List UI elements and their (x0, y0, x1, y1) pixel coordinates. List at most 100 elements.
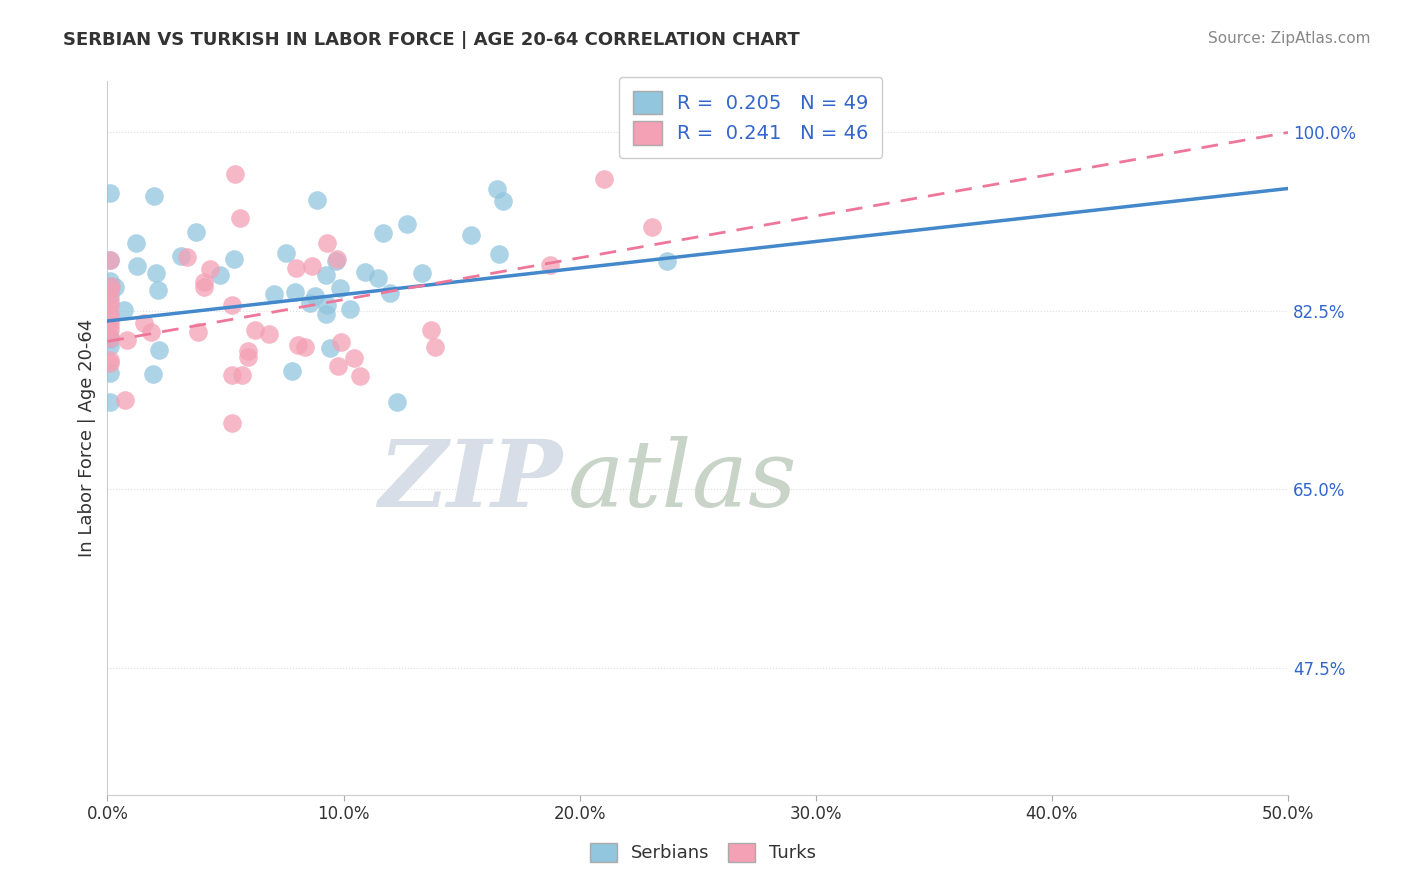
Point (98, 339, 121, 353)
Point (224, 167, 246, 181)
Point (98, 330, 121, 344)
Point (98, 283, 121, 297)
Legend: R =  0.205   N = 49, R =  0.241   N = 46: R = 0.205 N = 49, R = 0.241 N = 46 (619, 77, 883, 159)
Point (294, 340, 316, 354)
Point (284, 285, 307, 300)
Point (287, 338, 309, 352)
Text: atlas: atlas (568, 436, 797, 526)
Point (98, 353, 121, 368)
Point (117, 333, 139, 347)
Point (353, 265, 375, 279)
Text: SERBIAN VS TURKISH IN LABOR FORCE | AGE 20-64 CORRELATION CHART: SERBIAN VS TURKISH IN LABOR FORCE | AGE … (63, 31, 800, 49)
Point (221, 298, 243, 312)
Point (198, 261, 221, 276)
Point (326, 359, 349, 373)
Point (423, 340, 446, 354)
Point (339, 301, 361, 316)
Point (488, 247, 510, 261)
Point (98, 278, 121, 293)
Point (385, 395, 408, 409)
Point (325, 253, 347, 268)
Point (655, 254, 678, 268)
Point (257, 326, 280, 341)
Point (169, 249, 191, 263)
Legend: Serbians, Turks: Serbians, Turks (582, 836, 824, 870)
Point (148, 343, 170, 357)
Point (209, 268, 232, 282)
Point (142, 368, 165, 382)
Point (280, 363, 302, 377)
Point (329, 281, 352, 295)
Point (98, 356, 121, 370)
Point (301, 259, 323, 273)
Point (146, 284, 169, 298)
Point (124, 235, 146, 250)
Point (245, 323, 267, 337)
Point (329, 335, 352, 350)
Text: ZIP: ZIP (378, 436, 562, 526)
Y-axis label: In Labor Force | Age 20-64: In Labor Force | Age 20-64 (79, 319, 96, 558)
Point (100, 278, 122, 293)
Point (315, 307, 337, 321)
Point (343, 351, 366, 365)
Point (263, 287, 285, 301)
Point (98, 332, 121, 346)
Point (274, 245, 297, 260)
Point (326, 252, 349, 267)
Point (98, 298, 121, 312)
Point (98, 330, 121, 344)
Point (139, 325, 162, 339)
Point (176, 250, 198, 264)
Point (411, 266, 433, 280)
Point (143, 188, 166, 202)
Point (98, 366, 121, 380)
Point (134, 317, 156, 331)
Point (98, 186, 121, 201)
Point (222, 252, 245, 266)
Point (378, 286, 401, 301)
Point (184, 225, 207, 239)
Point (486, 182, 509, 196)
Point (98, 252, 121, 267)
Point (98, 313, 121, 327)
Point (373, 226, 395, 240)
Point (236, 350, 259, 364)
Point (315, 298, 337, 312)
Point (229, 211, 252, 226)
Point (315, 235, 337, 250)
Point (349, 368, 371, 383)
Point (236, 344, 259, 359)
Point (145, 266, 167, 280)
Point (98, 288, 121, 302)
Point (104, 280, 127, 294)
Point (98, 395, 121, 409)
Point (492, 194, 515, 208)
Point (193, 280, 215, 294)
Text: Source: ZipAtlas.com: Source: ZipAtlas.com (1208, 31, 1371, 46)
Point (304, 288, 326, 302)
Point (299, 296, 322, 310)
Point (98, 323, 121, 337)
Point (285, 261, 308, 276)
Point (640, 220, 662, 235)
Point (396, 217, 419, 231)
Point (127, 259, 149, 273)
Point (112, 302, 135, 317)
Point (305, 193, 328, 207)
Point (187, 325, 209, 339)
Point (98, 253, 121, 268)
Point (319, 341, 342, 355)
Point (221, 368, 243, 382)
Point (98, 274, 121, 288)
Point (98, 318, 121, 332)
Point (538, 258, 561, 272)
Point (193, 275, 215, 289)
Point (98, 293, 121, 307)
Point (367, 270, 389, 285)
Point (315, 268, 337, 283)
Point (231, 368, 253, 382)
Point (114, 393, 136, 408)
Point (460, 227, 482, 242)
Point (98, 307, 121, 321)
Point (593, 171, 616, 186)
